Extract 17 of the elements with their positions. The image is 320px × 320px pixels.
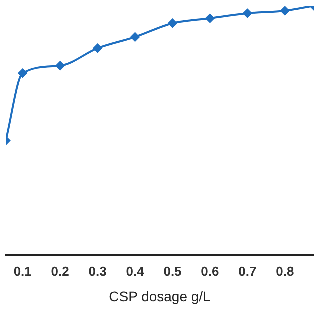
point [280,6,290,16]
x-tick-label: 0.3 [88,264,107,279]
x-tick-label: 0.8 [276,264,294,279]
x-tick-label: 0.2 [51,264,70,279]
x-tick-label: 0.1 [14,264,32,279]
point [18,68,28,78]
x-tick-label: 0.7 [238,264,257,279]
point [168,18,178,28]
point [243,8,252,18]
x-tick-label: 0.6 [201,264,220,279]
point [93,44,102,53]
point [130,32,140,42]
x-tick-label: 0.5 [164,264,182,279]
x-tick-label: 0.4 [126,264,146,279]
x-axis-title: CSP dosage g/L [109,288,212,304]
point [206,14,215,23]
point [56,61,65,70]
